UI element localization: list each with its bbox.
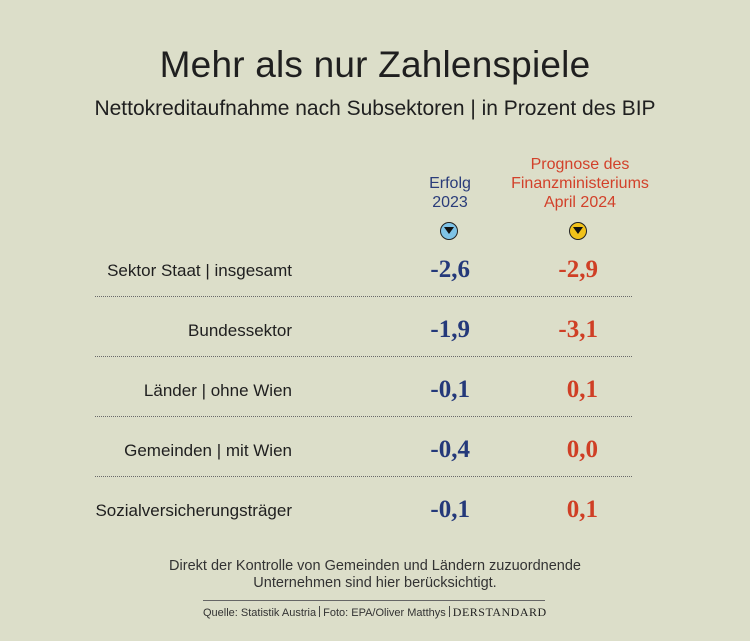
photo-credit: Foto: EPA/Oliver Matthys [323,607,446,619]
row-divider [95,296,632,297]
footnote-line1: Direkt der Kontrolle von Gemeinden und L… [169,558,581,574]
chart-subtitle: Nettokreditaufnahme nach Subsektoren | i… [94,97,656,120]
value-erfolg: -0,1 [430,376,470,403]
value-erfolg: -0,1 [430,496,470,523]
triangle-down-icon [569,222,587,240]
row-label: Länder | ohne Wien [143,381,292,400]
column-header-prognose-line2: Finanzministeriums [511,175,649,192]
row-divider [95,416,632,417]
row-label: Sektor Staat | insgesamt [107,261,292,280]
source-credit: Quelle: Statistik Austria [203,607,317,619]
value-erfolg: -0,4 [430,436,470,463]
row-divider [95,356,632,357]
column-header-prognose-line1: Prognose des [530,156,630,173]
value-prognose: 0,0 [566,436,598,463]
footer: Quelle: Statistik Austria Foto: EPA/Olive… [203,600,547,620]
row-label: Bundessektor [188,321,292,340]
value-prognose: -2,9 [558,256,598,283]
row-label: Sozialversicherungsträger [95,501,292,520]
value-prognose: 0,1 [566,496,598,523]
value-prognose: 0,1 [566,376,598,403]
footer-separator [448,606,450,617]
value-erfolg: -2,6 [430,256,470,283]
column-header-prognose-line3: April 2024 [543,194,617,211]
row-divider [95,476,632,477]
triangle-down-icon [440,222,458,240]
footnote-line2: Unternehmen sind hier berücksichtigt. [253,575,497,591]
value-erfolg: -1,9 [430,316,470,343]
value-prognose: -3,1 [558,316,598,343]
footer-separator [319,606,321,617]
column-header-erfolg-line2: 2023 [432,194,468,211]
column-header-prognose: Prognose des Finanzministeriums April 20… [490,155,670,212]
chart-title: Mehr als nur Zahlenspiele [159,44,591,85]
footnote: Direkt der Kontrolle von Gemeinden und L… [0,558,750,592]
row-label: Gemeinden | mit Wien [124,441,292,460]
column-header-erfolg-line1: Erfolg [429,175,471,192]
brand-logo: DERSTANDARD [452,605,547,619]
column-header-erfolg: Erfolg 2023 [395,174,505,212]
